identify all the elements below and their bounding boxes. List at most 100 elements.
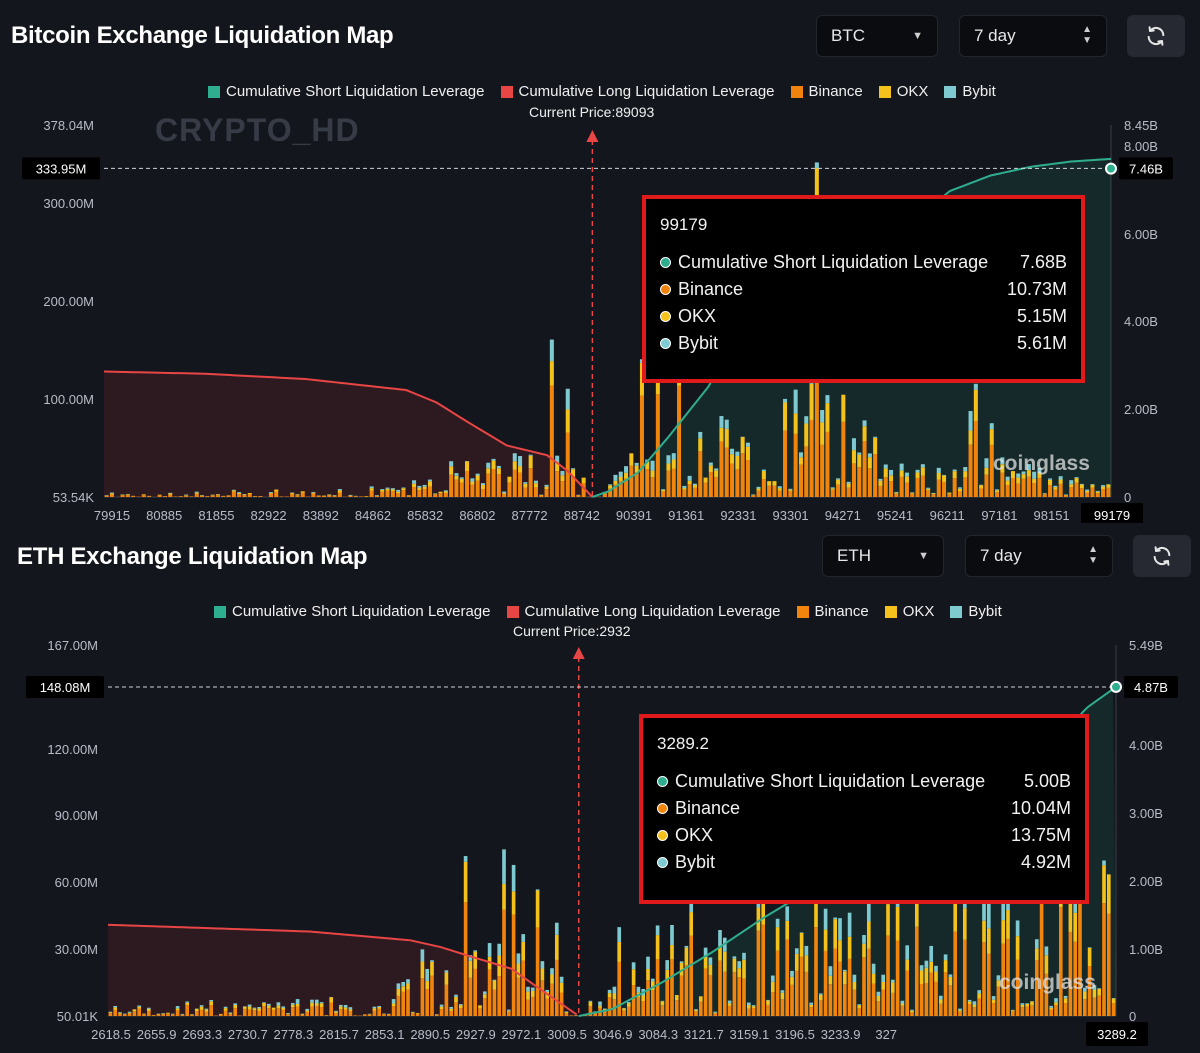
legend-swatch-bybit [950,605,963,618]
liquidation-bar [486,473,491,497]
liquidation-bar [401,487,406,489]
liquidation-bar [622,1008,626,1011]
liquidation-bar [963,467,968,472]
eth-period-select[interactable]: 7 day ▲ ▼ [965,535,1113,577]
liquidation-bar [873,436,878,438]
btc-period-select[interactable]: 7 day ▲ ▼ [959,15,1107,57]
liquidation-bar [295,999,300,1004]
eth-coin-select[interactable]: ETH ▼ [822,535,944,577]
liquidation-bar [639,362,644,396]
y-right-tick-label: 6.00B [1124,227,1158,242]
liquidation-bar [963,471,968,478]
liquidation-bar [1092,997,1097,1016]
liquidation-bar [555,462,560,472]
liquidation-bar [809,1004,814,1008]
liquidation-bar [857,452,862,455]
liquidation-bar [1069,487,1074,497]
liquidation-bar [1063,998,1068,1004]
liquidation-bar [184,495,189,497]
liquidation-bar [274,489,279,492]
liquidation-bar [886,935,890,1016]
y-left-tick-label: 120.00M [47,742,98,757]
eth-refresh-button[interactable] [1133,535,1191,577]
x-tick-label: 86802 [459,508,495,523]
liquidation-bar [947,493,952,497]
liquidation-bar [718,930,722,947]
legend-swatch-bybit [944,85,957,98]
liquidation-bar [480,484,485,490]
liquidation-bar [646,980,650,1016]
tooltip-row: Binance 10.73M [646,276,1081,303]
liquidation-bar [986,953,991,1016]
liquidation-bar [338,1009,343,1016]
liquidation-bar [958,1011,962,1016]
btc-coin-select[interactable]: BTC ▼ [816,15,938,57]
liquidation-bar [156,1014,161,1016]
liquidation-bar [281,1009,286,1016]
liquidation-bar [703,947,708,957]
liquidation-bar [777,488,782,491]
liquidation-bar [926,488,931,491]
liquidation-bar [636,997,641,1016]
legend-item-long[interactable]: Cumulative Long Liquidation Leverage [500,83,775,100]
liquidation-bar [1073,912,1078,942]
legend-item-binance[interactable]: Binance [796,603,869,620]
liquidation-bar [984,458,989,468]
x-tick-label: 3233.9 [821,1027,861,1042]
liquidation-bar [1044,955,1049,974]
legend-item-bybit[interactable]: Bybit [950,603,1002,620]
legend-item-okx[interactable]: OKX [878,83,928,100]
legend-item-okx[interactable]: OKX [884,603,934,620]
liquidation-bar [337,490,342,493]
liquidation-bar [624,472,629,479]
liquidation-bar [883,468,888,478]
liquidation-bar [727,1000,732,1004]
liquidation-bar [127,1013,132,1016]
liquidation-bar [984,467,989,475]
liquidation-bar [938,995,943,1000]
liquidation-bar [454,475,459,480]
eth-panel: 50.01K 30.00M 60.00M 90.00M 120.00M 167.00M 0 1… [0,523,1200,1053]
liquidation-bar [804,945,809,956]
liquidation-bar [550,983,554,1016]
liquidation-bar [544,484,549,487]
liquidation-bar [168,493,173,495]
legend-item-short[interactable]: Cumulative Short Liquidation Leverage [214,603,491,620]
liquidation-bar [798,464,803,497]
legend-item-bybit[interactable]: Bybit [944,83,996,100]
liquidation-bar [746,1008,751,1016]
liquidation-bar [554,959,559,1016]
liquidation-bar [223,1010,228,1016]
liquidation-bar [963,477,968,497]
liquidation-bar [443,492,448,497]
liquidation-bar [444,984,449,1016]
liquidation-bar [1021,471,1026,475]
legend-item-short[interactable]: Cumulative Short Liquidation Leverage [208,83,485,100]
liquidation-bar [417,485,422,488]
liquidation-bar [740,453,745,497]
liquidation-bar [422,486,427,489]
liquidation-bar [286,1013,290,1015]
legend-item-binance[interactable]: Binance [790,83,863,100]
liquidation-bar [329,1002,334,1016]
liquidation-bar [559,982,564,993]
liquidation-bar [996,986,1001,1016]
liquidation-bar [1087,966,1092,1016]
btc-refresh-button[interactable] [1127,15,1185,57]
liquidation-bar [924,967,929,984]
liquidation-bar [722,951,727,972]
legend-item-long[interactable]: Cumulative Long Liquidation Leverage [506,603,781,620]
liquidation-bar [900,1003,905,1006]
liquidation-bar [343,1007,348,1010]
liquidation-bar [430,960,434,963]
liquidation-bar [492,980,497,990]
liquidation-bar [569,1015,574,1016]
liquidation-bar [1053,489,1058,497]
liquidation-bar [554,922,559,935]
liquidation-bar [521,934,526,942]
long-leverage-line [103,370,594,498]
liquidation-bar [266,1008,271,1016]
liquidation-bar [836,479,841,485]
liquidation-bar [737,977,742,1016]
liquidation-bar [783,402,788,431]
